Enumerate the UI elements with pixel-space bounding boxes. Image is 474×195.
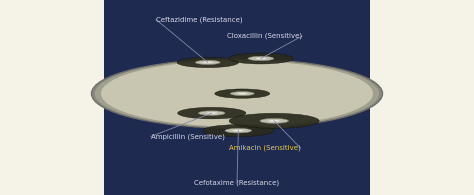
Ellipse shape: [203, 125, 274, 137]
Ellipse shape: [230, 92, 254, 96]
Text: Cefotaxime (Resistance): Cefotaxime (Resistance): [194, 179, 280, 186]
Text: Ampicillin (Sensitive): Ampicillin (Sensitive): [151, 133, 225, 140]
Ellipse shape: [177, 57, 238, 68]
Ellipse shape: [228, 53, 293, 64]
Ellipse shape: [178, 107, 246, 119]
Ellipse shape: [260, 119, 288, 123]
Text: Ceftazidime (Resistance): Ceftazidime (Resistance): [156, 16, 243, 23]
Ellipse shape: [195, 60, 220, 65]
Ellipse shape: [248, 56, 273, 61]
Ellipse shape: [237, 93, 247, 94]
Ellipse shape: [95, 59, 379, 128]
Bar: [104, 0, 370, 195]
Text: Cloxacillin (Sensitive): Cloxacillin (Sensitive): [227, 33, 302, 39]
Text: Amikacin (Sensitive): Amikacin (Sensitive): [229, 145, 301, 152]
Ellipse shape: [215, 89, 270, 98]
Ellipse shape: [101, 61, 373, 127]
Ellipse shape: [203, 62, 213, 63]
Ellipse shape: [229, 113, 319, 129]
Ellipse shape: [268, 120, 280, 122]
Ellipse shape: [233, 130, 244, 132]
Ellipse shape: [207, 112, 217, 114]
Ellipse shape: [199, 111, 225, 115]
Ellipse shape: [91, 59, 383, 128]
Ellipse shape: [225, 128, 252, 133]
Ellipse shape: [256, 58, 266, 59]
